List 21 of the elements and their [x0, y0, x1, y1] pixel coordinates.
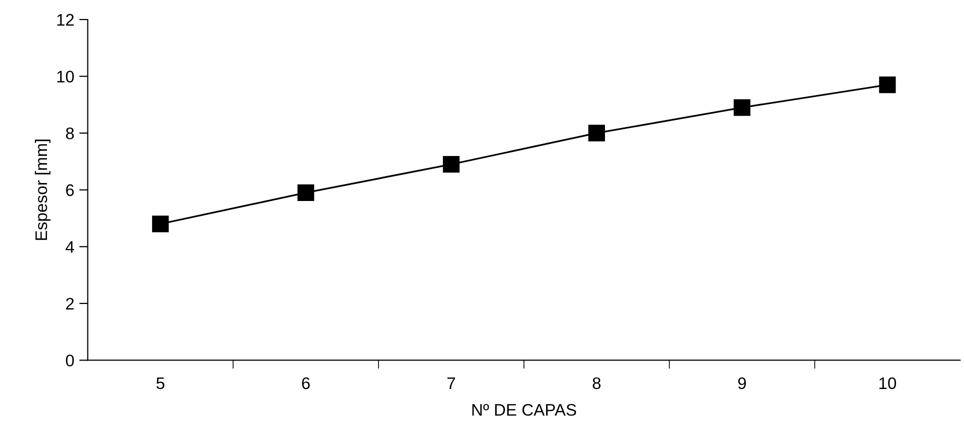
point	[879, 76, 896, 94]
point	[152, 216, 169, 232]
point	[442, 156, 460, 173]
x-tick-label: 10	[879, 377, 896, 390]
x-tick-label: 8	[592, 377, 601, 390]
x-axis-title: Nº DE CAPAS	[472, 404, 576, 416]
y-tick-label: 2	[66, 298, 74, 310]
y-tick-label: 12	[57, 14, 74, 26]
y-axis-title: Espesor [mm]	[34, 140, 50, 240]
x-tick-label: 7	[447, 378, 456, 389]
x-tick-label: 5	[156, 378, 164, 390]
y-tick-label: 4	[66, 241, 74, 253]
point	[297, 184, 314, 202]
x-tick-label: 9	[738, 377, 746, 390]
point	[588, 124, 605, 142]
y-tick-label: 8	[66, 127, 74, 140]
x-tick-label: 6	[302, 377, 310, 390]
point	[734, 99, 750, 116]
y-tick-label: 6	[66, 184, 74, 196]
y-tick-label: 0	[66, 354, 74, 366]
y-tick-label: 10	[57, 70, 74, 83]
